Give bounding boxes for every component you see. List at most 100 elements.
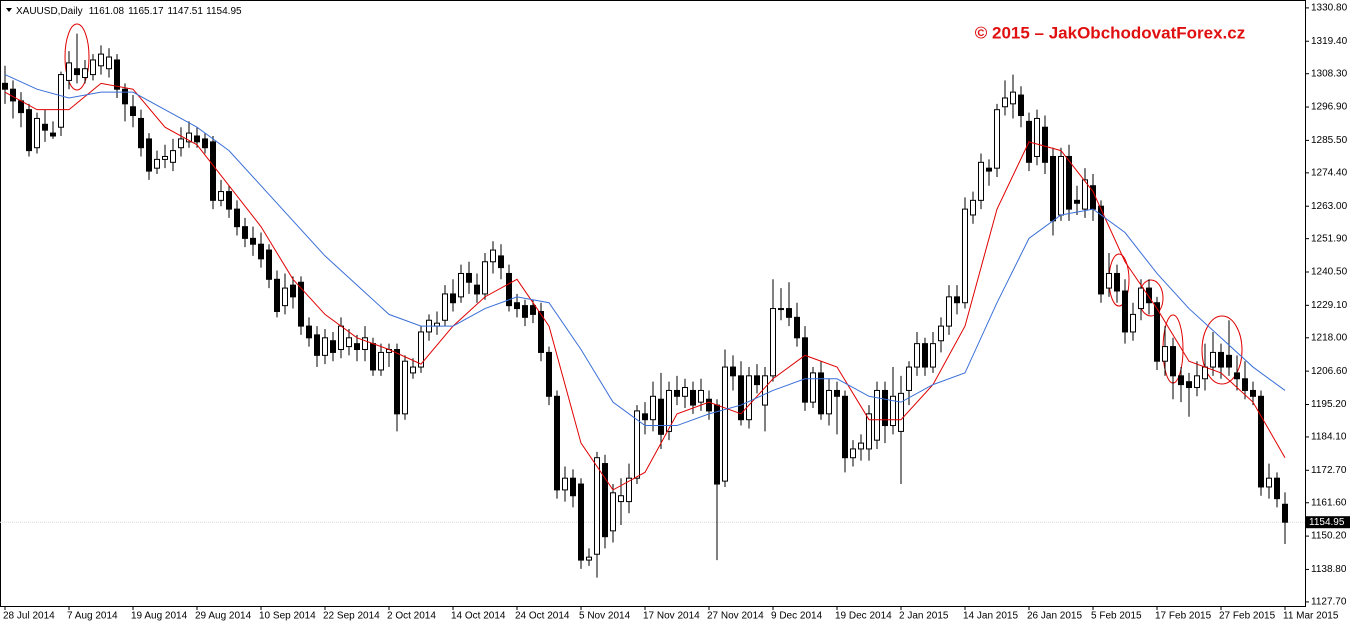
candle-body (1130, 313, 1136, 333)
candle-body (162, 155, 168, 160)
y-tick-label: 1195.20 (1311, 399, 1347, 410)
x-tick-label: 27 Feb 2015 (1219, 611, 1276, 622)
candle-body (1066, 155, 1072, 210)
candle-body (178, 138, 184, 149)
candle-body (218, 191, 224, 201)
candle-body (834, 389, 840, 397)
x-tick-label: 9 Dec 2014 (771, 611, 823, 622)
x-tick-label: 27 Nov 2014 (707, 611, 764, 622)
candle-body (274, 278, 280, 312)
candle-body (610, 492, 616, 532)
candle-body (914, 343, 920, 368)
candle-body (1002, 97, 1008, 108)
candle-body (770, 308, 776, 377)
candle-body (418, 331, 424, 368)
candle-body (1106, 272, 1112, 289)
candle-body (658, 398, 664, 435)
candle-body (66, 62, 72, 81)
candle-body (554, 395, 560, 491)
candle-body (858, 442, 864, 450)
candle-body (34, 117, 40, 149)
candle-body (650, 395, 656, 421)
last-open: 1161.08 (89, 6, 125, 17)
candle-body (706, 398, 712, 412)
candle-body (898, 392, 904, 432)
candle-body (674, 389, 680, 397)
candle-body (954, 296, 960, 304)
candle-body (1258, 395, 1264, 488)
candle-body (346, 337, 352, 348)
candle-body (1218, 351, 1224, 368)
candle-body (842, 395, 848, 459)
last-close: 1154.95 (206, 6, 242, 17)
candle-body (626, 477, 632, 503)
candle-body (1114, 272, 1120, 292)
ellipse (64, 23, 90, 91)
candle-body (1154, 302, 1160, 362)
candle-body (874, 389, 880, 441)
candle-body (850, 448, 856, 459)
candle-body (1186, 381, 1192, 389)
candle-body (362, 337, 368, 351)
candle-body (58, 74, 64, 128)
price-label-box (1306, 516, 1350, 529)
candle-body (330, 340, 336, 353)
y-tick-label: 1229.10 (1311, 300, 1348, 311)
candle-body (530, 305, 536, 315)
candle-body (546, 351, 552, 397)
candle-body (1018, 94, 1024, 117)
x-tick-label: 17 Feb 2015 (1155, 611, 1212, 622)
candle-body (1162, 346, 1168, 362)
candle-body (1010, 91, 1016, 105)
candle-body (226, 191, 232, 210)
candle-body (962, 208, 968, 304)
candle-body (322, 337, 328, 356)
y-tick-label: 1138.80 (1311, 564, 1347, 575)
x-tick-label: 22 Sep 2014 (323, 611, 380, 622)
y-tick-label: 1285.50 (1311, 135, 1348, 146)
candle-body (450, 293, 456, 304)
candle-body (186, 132, 192, 143)
candle-body (26, 109, 32, 152)
candle-body (1194, 375, 1200, 389)
candle-body (1234, 372, 1240, 380)
y-tick-label: 1127.70 (1311, 597, 1347, 608)
candle-body (618, 495, 624, 503)
candle-body (946, 296, 952, 327)
candle-body (106, 56, 112, 70)
candle-body (1146, 287, 1152, 304)
x-tick-label: 2 Jan 2015 (899, 611, 949, 622)
candle-body (2, 82, 8, 90)
moving-average (4, 74, 1286, 427)
candle-body (18, 100, 24, 114)
moving-average (4, 82, 1286, 491)
candle-body (354, 343, 360, 351)
y-tick-label: 1150.20 (1311, 531, 1347, 542)
candle-body (714, 404, 720, 485)
y-tick-label: 1161.60 (1311, 497, 1347, 508)
x-tick-label: 7 Aug 2014 (67, 611, 118, 622)
x-tick-label: 5 Nov 2014 (579, 611, 631, 622)
candle-body (698, 389, 704, 403)
x-tick-label: 19 Dec 2014 (835, 611, 892, 622)
last-low: 1147.51 (168, 6, 204, 17)
ellipse (1201, 315, 1243, 385)
candle-body (122, 88, 128, 105)
y-tick-label: 1296.90 (1311, 102, 1348, 113)
candle-body (402, 360, 408, 415)
candle-body (562, 477, 568, 491)
candle-body (266, 249, 272, 280)
x-tick-label: 14 Oct 2014 (451, 611, 506, 622)
candle-body (762, 375, 768, 406)
candle-body (282, 287, 288, 307)
chart-title: XAUUSD,Daily (16, 6, 83, 17)
candle-body (994, 109, 1000, 169)
x-tick-label: 24 Oct 2014 (515, 611, 570, 622)
candle-body (290, 284, 296, 298)
candle-body (666, 389, 672, 432)
candle-body (586, 556, 592, 561)
candle-body (1050, 155, 1056, 222)
candle-body (682, 387, 688, 397)
y-tick-label: 1206.60 (1311, 366, 1348, 377)
